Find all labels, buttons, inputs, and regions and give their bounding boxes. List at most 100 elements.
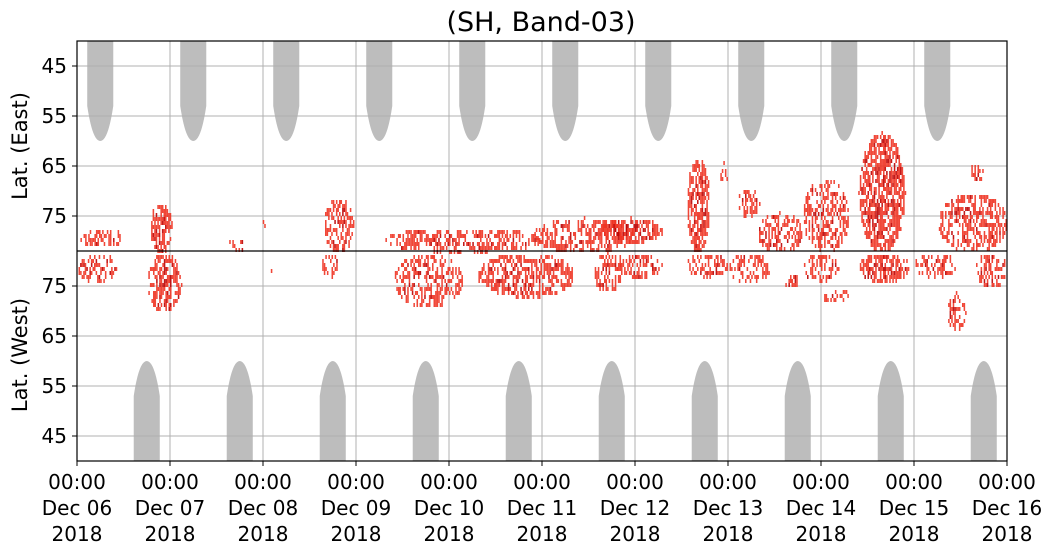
- event-cell: [941, 215, 944, 219]
- event-cell: [497, 291, 499, 295]
- event-cell: [776, 239, 778, 243]
- event-cell: [889, 223, 891, 227]
- event-cell: [342, 212, 344, 216]
- event-cell: [661, 232, 663, 236]
- event-cell: [824, 224, 826, 228]
- event-cell: [903, 183, 905, 187]
- event-cell: [862, 211, 865, 215]
- event-cell: [979, 231, 981, 235]
- event-cell: [427, 255, 429, 259]
- event-cell: [876, 163, 879, 167]
- event-cell: [625, 224, 628, 228]
- event-cell: [594, 236, 597, 240]
- event-cell: [88, 234, 90, 238]
- event-cell: [859, 183, 862, 187]
- event-cell: [348, 216, 350, 220]
- event-cell: [410, 246, 412, 250]
- x-tick-label-year: 2018: [703, 522, 754, 546]
- event-cell: [799, 223, 801, 227]
- event-cell: [816, 263, 818, 267]
- event-cell: [262, 220, 265, 224]
- event-cell: [790, 279, 792, 283]
- event-cell: [875, 235, 877, 239]
- event-cell: [349, 220, 352, 224]
- event-cell: [955, 215, 958, 219]
- event-cell: [458, 291, 460, 295]
- event-cell: [873, 211, 876, 215]
- event-cell: [155, 229, 158, 233]
- event-cell: [419, 238, 422, 242]
- event-cell: [703, 196, 705, 200]
- event-cell: [751, 206, 753, 210]
- event-cell: [754, 210, 756, 214]
- event-cell: [836, 240, 839, 244]
- event-cell: [407, 287, 409, 291]
- event-cell: [328, 208, 330, 212]
- event-cell: [484, 234, 487, 238]
- event-cell: [636, 224, 639, 228]
- event-cell: [861, 259, 863, 263]
- event-cell: [89, 255, 91, 259]
- event-cell: [707, 220, 710, 224]
- event-cell: [585, 240, 587, 244]
- event-cell: [862, 191, 865, 195]
- y-tick-label-west: 75: [42, 274, 67, 298]
- event-cell: [872, 175, 874, 179]
- event-cell: [872, 171, 874, 175]
- event-cell: [965, 231, 967, 235]
- event-cell: [642, 259, 645, 263]
- event-cell: [538, 279, 541, 283]
- event-cell: [690, 240, 693, 244]
- event-cell: [955, 211, 958, 215]
- event-cell: [162, 283, 164, 287]
- event-cell: [163, 299, 166, 303]
- event-cell: [92, 259, 95, 263]
- event-cell: [154, 299, 157, 303]
- event-cell: [562, 267, 564, 271]
- event-cell: [456, 234, 459, 238]
- event-cell: [638, 267, 640, 271]
- event-cell: [842, 224, 845, 228]
- event-cell: [580, 228, 583, 232]
- event-cell: [154, 267, 157, 271]
- event-cell: [881, 263, 883, 267]
- event-cell: [95, 234, 98, 238]
- event-cell: [506, 234, 508, 238]
- event-cell: [490, 271, 493, 275]
- event-cell: [648, 220, 651, 224]
- event-cell: [410, 242, 412, 246]
- event-cell: [881, 167, 883, 171]
- event-cell: [786, 215, 789, 219]
- event-cell: [693, 216, 696, 220]
- event-cell: [413, 234, 415, 238]
- event-cell: [879, 167, 882, 171]
- event-cell: [162, 291, 164, 295]
- event-cell: [535, 279, 538, 283]
- event-cell: [436, 230, 439, 234]
- event-cell: [165, 307, 167, 311]
- event-cell: [596, 283, 598, 287]
- event-cell: [545, 232, 547, 236]
- event-cell: [895, 191, 897, 195]
- event-cell: [163, 213, 166, 217]
- event-cell: [949, 299, 952, 303]
- event-cell: [951, 307, 953, 311]
- event-cell: [648, 232, 651, 236]
- event-cell: [996, 235, 998, 239]
- event-cell: [951, 199, 953, 203]
- event-cell: [948, 231, 950, 235]
- event-cell: [428, 287, 431, 291]
- event-cell: [896, 227, 899, 231]
- event-cell: [439, 287, 442, 291]
- event-cell: [893, 211, 896, 215]
- event-cell: [824, 216, 826, 220]
- event-cell: [90, 263, 93, 267]
- event-cell: [103, 234, 106, 238]
- event-cell: [690, 228, 693, 232]
- event-cell: [636, 228, 639, 232]
- event-cell: [703, 164, 705, 168]
- event-cell: [994, 203, 997, 207]
- event-cell: [450, 271, 453, 275]
- event-cell: [839, 232, 842, 236]
- event-cell: [332, 204, 335, 208]
